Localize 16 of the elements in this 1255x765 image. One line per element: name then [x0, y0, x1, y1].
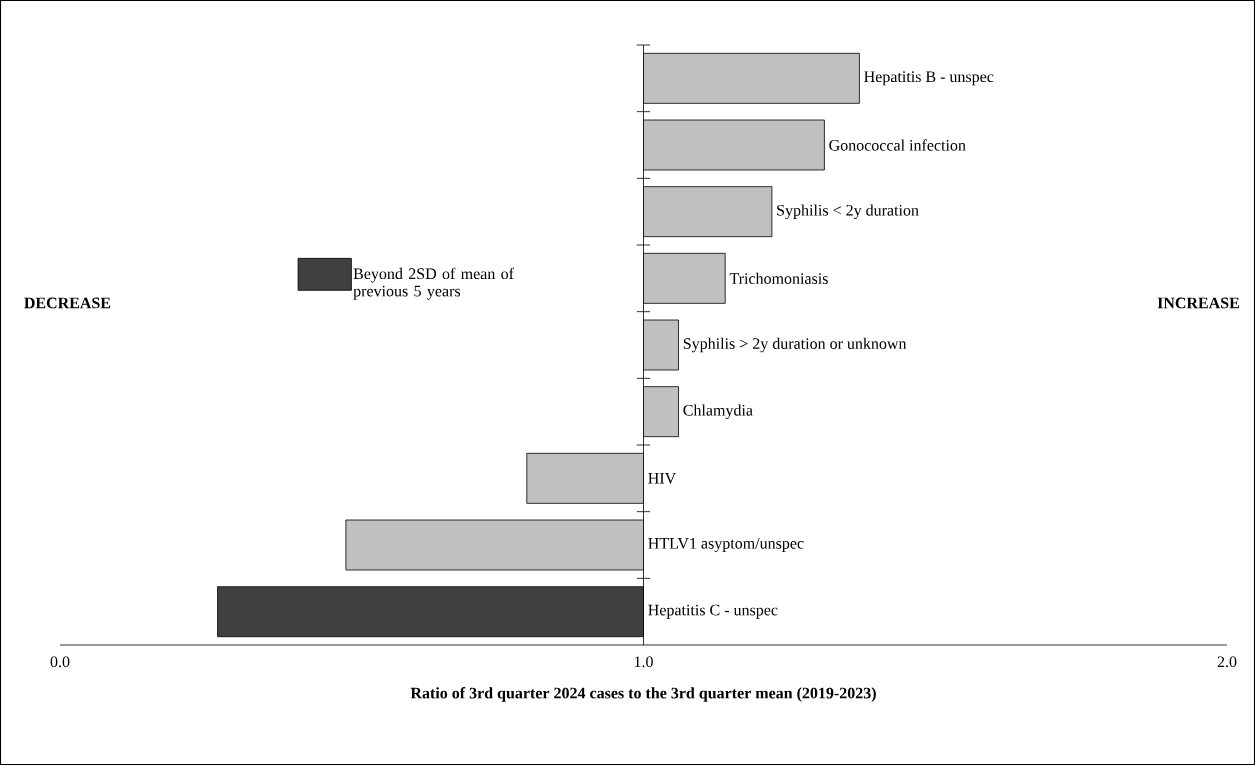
y-tick-label: HIV — [648, 472, 677, 484]
y-tick-label: Trichomoniasis — [729, 272, 828, 284]
y-tick-label: Syphilis < 2y duration — [777, 204, 919, 219]
y-tick-label: Syphilis > 2y duration or unknown — [683, 337, 907, 353]
x-axis-title: Ratio of 3rd quarter 2024 cases to the 3rd quarter mean (2019-2023) — [410, 687, 876, 702]
x-tick-label: 0.0 — [50, 656, 70, 668]
y-tick-label: Hepatitis B - unspec — [864, 71, 994, 86]
legend-label: Beyond 2SD of mean of previous 5 years — [353, 267, 514, 300]
y-tick-label: Gonococcal infection — [829, 139, 966, 151]
x-tick-label: 2.0 — [1217, 656, 1237, 668]
y-tick-label: Hepatitis C - unspec — [648, 604, 778, 619]
y-tick-label: Chlamydia — [683, 404, 753, 419]
x-tick-label: 1.0 — [634, 656, 653, 668]
annotation: DECREASE — [24, 297, 111, 309]
y-tick-label: HTLV1 asyptom/unspec — [648, 538, 804, 553]
annotation: INCREASE — [1157, 297, 1239, 309]
